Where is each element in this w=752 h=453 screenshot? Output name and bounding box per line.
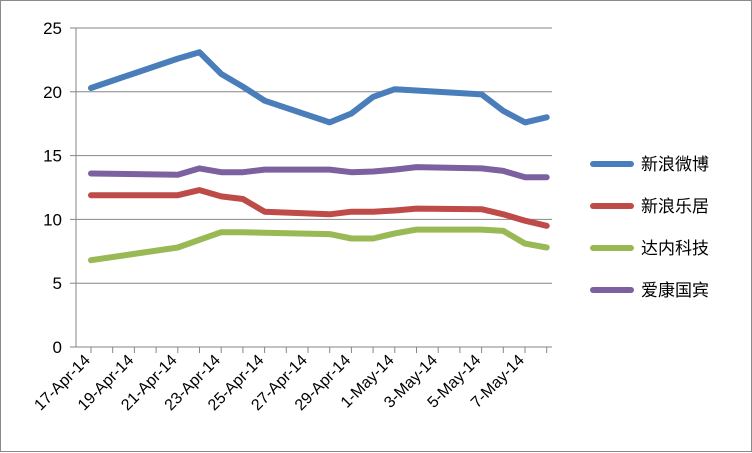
series-line-1 <box>88 49 550 126</box>
y-tick-label: 15 <box>43 147 62 166</box>
y-tick-label: 5 <box>53 274 62 293</box>
axes <box>70 27 552 353</box>
legend-label-3: 达内科技 <box>641 239 709 259</box>
series-lines <box>88 49 550 264</box>
legend-label-1: 新浪微博 <box>641 155 709 175</box>
series-line-4 <box>88 164 550 181</box>
x-axis-tick-labels: 17-Apr-1419-Apr-1421-Apr-1423-Apr-1425-A… <box>31 352 527 414</box>
y-tick-label: 0 <box>53 338 62 357</box>
y-tick-label: 10 <box>43 210 62 229</box>
y-tick-label: 20 <box>43 83 62 102</box>
series-line-2 <box>88 187 550 229</box>
legend-label-2: 新浪乐居 <box>641 197 709 217</box>
series-line-3 <box>88 226 550 264</box>
y-axis-tick-labels: 0 5 10 15 20 25 <box>43 19 62 357</box>
y-tick-label: 25 <box>43 19 62 38</box>
legend-label-4: 爱康国宾 <box>641 281 709 301</box>
